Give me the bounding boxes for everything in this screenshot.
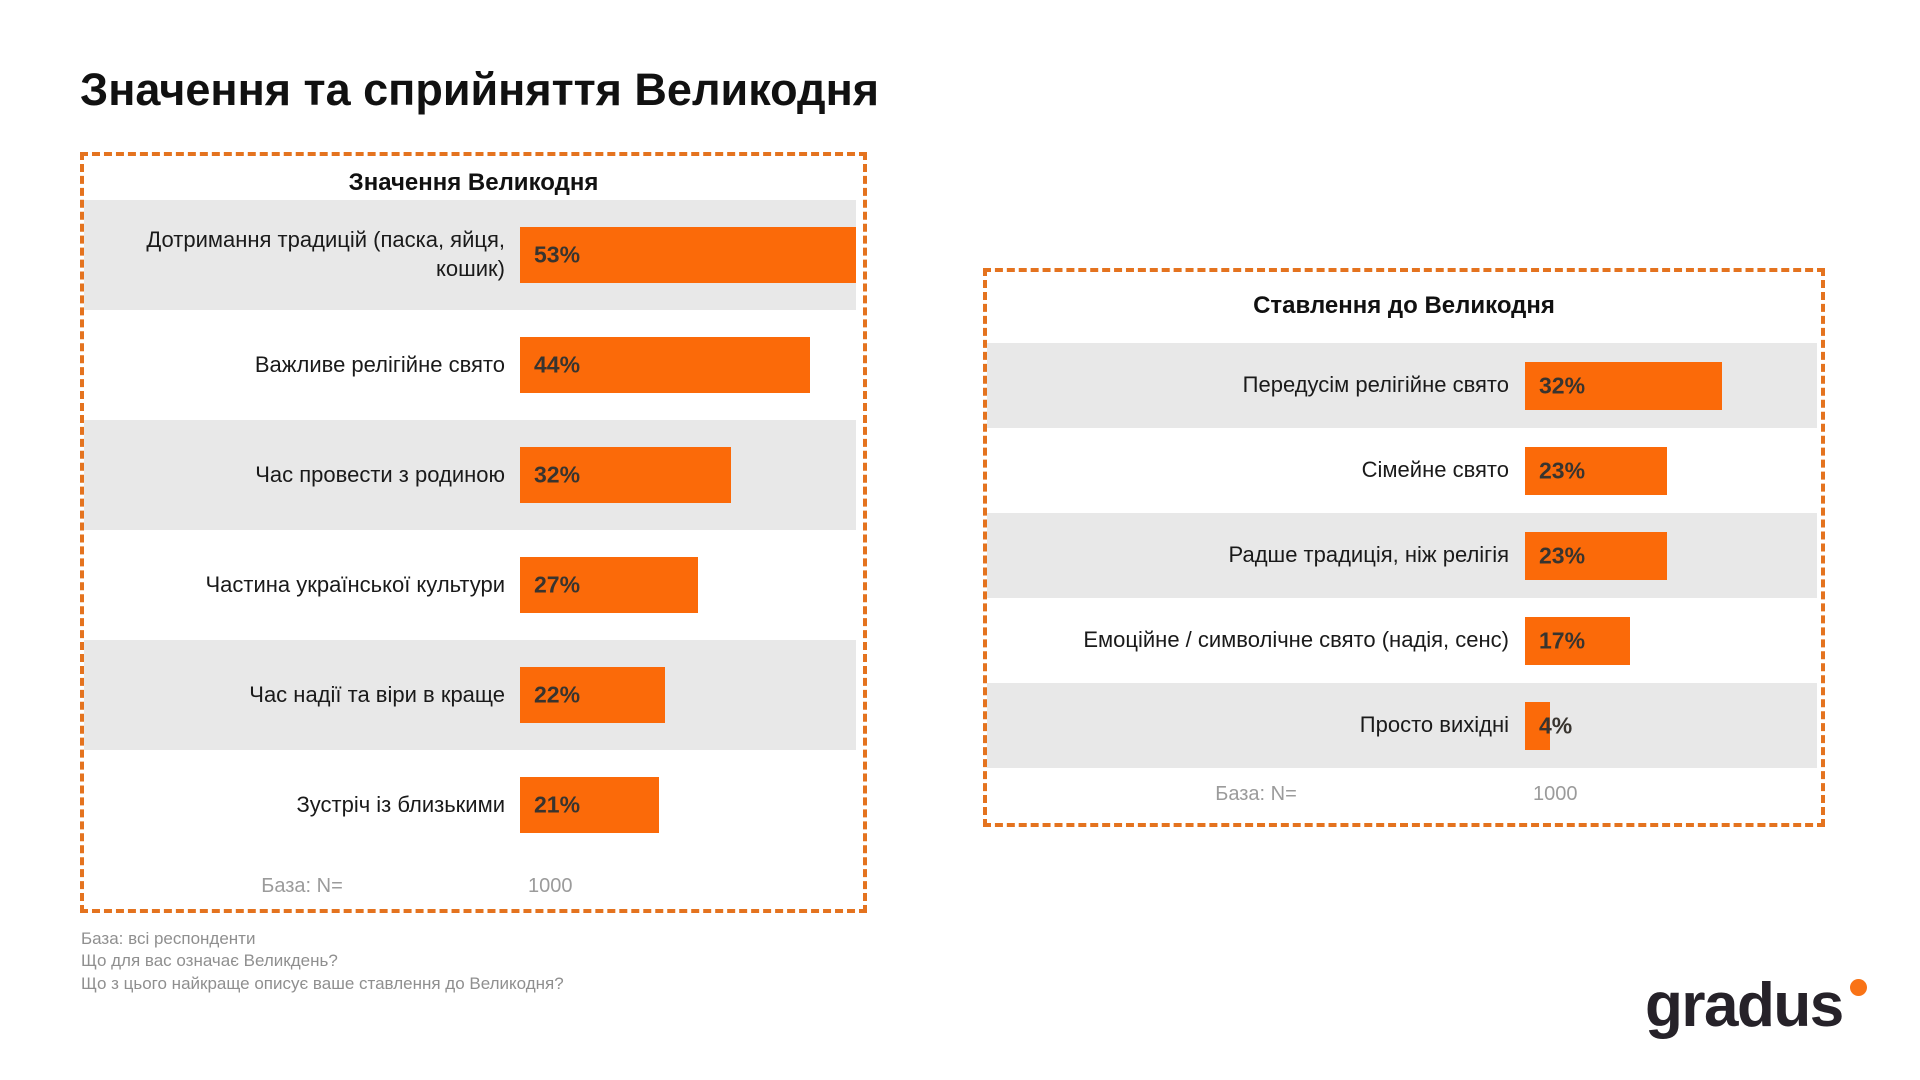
bar-area: 44% <box>520 310 856 420</box>
panel-attitude-title: Ставлення до Великодня <box>1253 292 1555 319</box>
value-label: 23% <box>1539 542 1586 568</box>
value-label: 32% <box>534 461 581 488</box>
bar-area: 27% <box>520 530 856 640</box>
value-bar <box>520 777 659 833</box>
chart-row: Радше традиція, ніж релігія 23% <box>987 513 1817 598</box>
category-label: Передусім релігійне свято <box>1242 372 1509 398</box>
chart-row: Важливе релігійне свято 44% <box>84 310 856 420</box>
value-bar <box>1525 701 1550 750</box>
value-bar <box>520 447 731 503</box>
panel-attitude-rows: Передусім релігійне свято 32% Сімейне свят… <box>987 343 1817 768</box>
value-label: 53% <box>534 241 581 268</box>
panel-attitude-to-easter: Ставлення до Великодня Передусім релігій… <box>983 268 1825 827</box>
value-label: 22% <box>534 681 581 708</box>
chart-row: Час провести з родиною 32% <box>84 420 856 530</box>
value-bar <box>1525 361 1722 410</box>
chart-row: Зустріч із близькими 21% <box>84 750 856 860</box>
value-label: 17% <box>1539 627 1586 653</box>
chart-row: Частина української культури 27% <box>84 530 856 640</box>
chart-row: Сімейне свято 23% <box>987 428 1817 513</box>
logo-text: gradus <box>1645 971 1844 1040</box>
bar-area: 22% <box>520 640 856 750</box>
panel-meaning-title: Значення Великодня <box>348 169 599 196</box>
category-label: Частина української культури <box>205 571 505 597</box>
value-bar <box>520 337 810 393</box>
category-label: Просто вихідні <box>1359 712 1509 738</box>
bar-area: 23% <box>1525 428 1817 513</box>
base-row: База: N= 1000 <box>987 768 1814 820</box>
category-label: Сімейне свято <box>1361 457 1509 483</box>
chart-row: Просто вихідні 4% <box>987 683 1817 768</box>
value-label: 27% <box>534 571 581 598</box>
category-label: Зустріч із близькими <box>296 791 505 817</box>
bar-area: 23% <box>1525 513 1817 598</box>
panel-meaning-rows: Дотримання традицій (паска, яйця, кошик)… <box>84 200 856 860</box>
footnote-question-2: Що з цього найкраще описує ваше ставленн… <box>81 973 564 993</box>
chart-row: Час надії та віри в краще 22% <box>84 640 856 750</box>
value-label: 32% <box>1539 372 1586 398</box>
bar-area: 4% <box>1525 683 1817 768</box>
panel-meaning-of-easter: Значення Великодня Дотримання традицій (… <box>80 152 867 913</box>
bar-area: 17% <box>1525 598 1817 683</box>
value-bar <box>1525 531 1667 580</box>
category-label: Дотримання традицій (паска, яйця, кошик) <box>146 227 505 281</box>
value-label: 4% <box>1539 712 1573 738</box>
footnote-base: База: всі респонденти <box>81 929 256 948</box>
value-bar <box>1525 616 1630 665</box>
value-label: 23% <box>1539 457 1586 483</box>
base-value: 1000 <box>528 874 573 897</box>
bar-area: 32% <box>520 420 856 530</box>
category-label: Емоційне / символічне свято (надія, сенс… <box>1083 627 1509 653</box>
base-value: 1000 <box>1533 782 1578 805</box>
value-bar <box>520 667 665 723</box>
chart-row: Передусім релігійне свято 32% <box>987 343 1817 428</box>
category-label: Радше традиція, ніж релігія <box>1228 542 1509 568</box>
bar-area: 53% <box>520 200 856 310</box>
category-label: Важливе релігійне свято <box>254 351 505 377</box>
value-bar <box>1525 446 1667 495</box>
footnotes: База: всі респонденти Що для вас означає… <box>81 928 564 995</box>
page-title: Значення та сприйняття Великодня <box>80 64 880 115</box>
value-label: 21% <box>534 791 581 818</box>
bar-area: 32% <box>1525 343 1817 428</box>
value-bar <box>520 557 698 613</box>
chart-row: Емоційне / символічне свято (надія, сенс… <box>987 598 1817 683</box>
value-label: 44% <box>534 351 581 378</box>
footnote-question-1: Що для вас означає Великдень? <box>81 951 338 971</box>
category-label: Час надії та віри в краще <box>249 681 505 707</box>
chart-row: Дотримання традицій (паска, яйця, кошик)… <box>84 200 856 310</box>
base-label: База: N= <box>261 874 343 897</box>
base-row: База: N= 1000 <box>84 860 856 912</box>
logo-dot-icon <box>1849 979 1867 996</box>
value-bar <box>520 227 856 283</box>
bar-area: 21% <box>520 750 856 860</box>
category-label: Час провести з родиною <box>255 461 505 487</box>
base-label: База: N= <box>1215 782 1297 805</box>
gradus-logo: gradus <box>1645 970 1867 1041</box>
